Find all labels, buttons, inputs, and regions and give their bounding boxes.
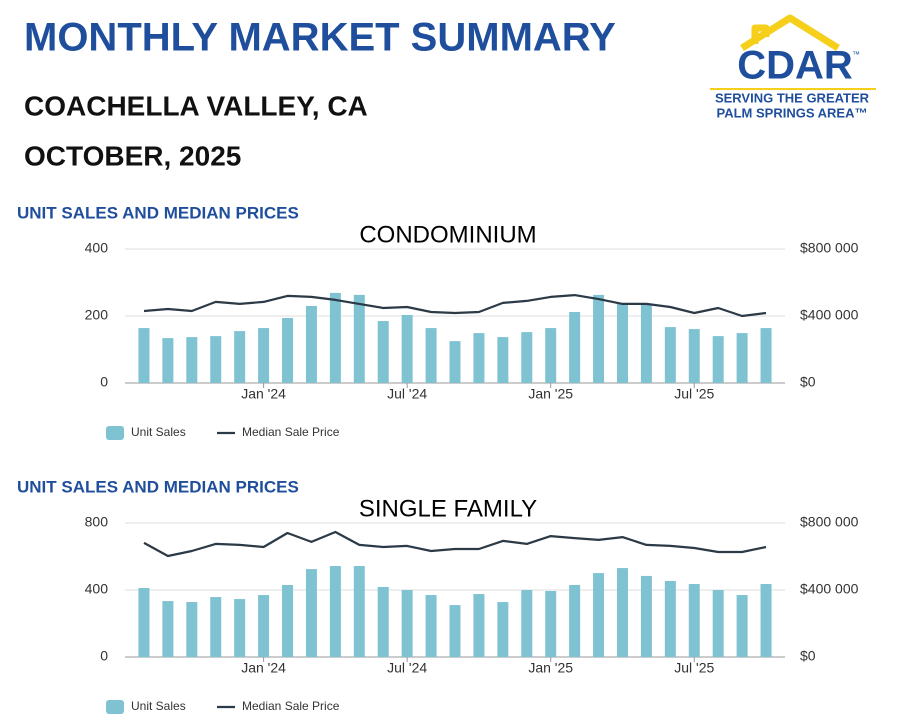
y-tick-label: 200 <box>85 307 109 323</box>
bar <box>162 338 174 383</box>
bar <box>282 318 294 383</box>
period: OCTOBER, 2025 <box>24 140 241 171</box>
logo-name: CDAR <box>737 44 853 88</box>
logo-roof <box>740 14 840 51</box>
bar <box>473 594 485 657</box>
bar <box>210 336 222 383</box>
bar <box>234 331 246 383</box>
bar <box>305 569 317 657</box>
bar <box>664 580 676 657</box>
bar <box>401 590 413 657</box>
bar <box>688 583 700 657</box>
bar <box>401 314 413 383</box>
x-tick-label: Jan '24 <box>241 660 286 676</box>
bar <box>616 568 628 657</box>
logo: CDAR ™ SERVING THE GREATER PALM SPRINGS … <box>710 14 876 120</box>
bar <box>497 602 509 657</box>
legend-swatch <box>106 700 124 714</box>
bar <box>425 328 437 383</box>
x-tick-label: Jan '25 <box>528 660 573 676</box>
price-line <box>143 530 767 558</box>
bar <box>569 311 581 383</box>
bar <box>234 599 246 657</box>
bar <box>210 597 222 657</box>
bar <box>545 328 557 383</box>
bar <box>521 590 533 657</box>
bar <box>377 586 389 657</box>
bar <box>497 337 509 383</box>
logo-mark: ™ <box>852 50 860 59</box>
bar <box>138 587 150 657</box>
bar <box>186 602 198 657</box>
bar <box>569 584 581 657</box>
logo-line1: SERVING THE GREATER <box>715 90 870 105</box>
bar <box>449 341 461 383</box>
chart-title: UNIT SALES AND MEDIAN PRICES <box>17 477 299 496</box>
bar <box>258 595 270 657</box>
y2-tick-label: $0 <box>800 374 816 390</box>
bar <box>640 575 652 657</box>
bar <box>736 595 748 657</box>
x-tick-label: Jul '24 <box>387 386 427 402</box>
bar <box>138 328 150 383</box>
bar <box>186 337 198 383</box>
x-tick-label: Jan '25 <box>528 386 573 402</box>
bar <box>162 601 174 657</box>
x-tick-label: Jul '25 <box>674 386 714 402</box>
y-tick-label: 0 <box>100 374 108 390</box>
legend-label: Unit Sales <box>131 699 186 713</box>
region: COACHELLA VALLEY, CA <box>24 90 368 121</box>
bar <box>258 328 270 383</box>
bar <box>712 336 724 383</box>
bar <box>353 566 365 657</box>
y2-tick-label: $400 000 <box>800 581 859 597</box>
bar <box>353 294 365 383</box>
bar <box>664 327 676 383</box>
y2-tick-label: $400 000 <box>800 307 859 323</box>
bar <box>305 305 317 383</box>
bar <box>640 303 652 383</box>
y-tick-label: 400 <box>85 581 109 597</box>
legend-label: Unit Sales <box>131 425 186 439</box>
bar <box>593 573 605 657</box>
bar <box>329 292 341 383</box>
bar <box>712 590 724 657</box>
legend-label: Median Sale Price <box>242 699 340 713</box>
bar <box>329 566 341 657</box>
bar <box>688 329 700 383</box>
y2-tick-label: $800 000 <box>800 514 859 530</box>
chart-title: UNIT SALES AND MEDIAN PRICES <box>17 203 299 222</box>
logo-line2: PALM SPRINGS AREA™ <box>717 105 868 120</box>
bar <box>616 303 628 383</box>
y2-tick-label: $800 000 <box>800 240 859 256</box>
price-line <box>143 294 767 318</box>
y-tick-label: 800 <box>85 514 109 530</box>
bar <box>377 321 389 383</box>
x-tick-label: Jan '24 <box>241 386 286 402</box>
chart-subtitle: CONDOMINIUM <box>359 221 536 248</box>
bar <box>760 328 772 383</box>
x-tick-label: Jul '25 <box>674 660 714 676</box>
bar <box>449 605 461 657</box>
title: MONTHLY MARKET SUMMARY <box>24 16 616 60</box>
y-tick-label: 400 <box>85 240 109 256</box>
y2-tick-label: $0 <box>800 648 816 664</box>
bar <box>593 294 605 383</box>
bar <box>282 584 294 657</box>
bar <box>473 333 485 383</box>
chart-subtitle: SINGLE FAMILY <box>359 495 537 522</box>
bar <box>425 595 437 657</box>
y-tick-label: 0 <box>100 648 108 664</box>
bar <box>545 591 557 657</box>
x-tick-label: Jul '24 <box>387 660 427 676</box>
legend-label: Median Sale Price <box>242 425 340 439</box>
bar <box>760 583 772 657</box>
bar <box>521 332 533 383</box>
bar <box>736 333 748 383</box>
legend-swatch <box>106 426 124 440</box>
